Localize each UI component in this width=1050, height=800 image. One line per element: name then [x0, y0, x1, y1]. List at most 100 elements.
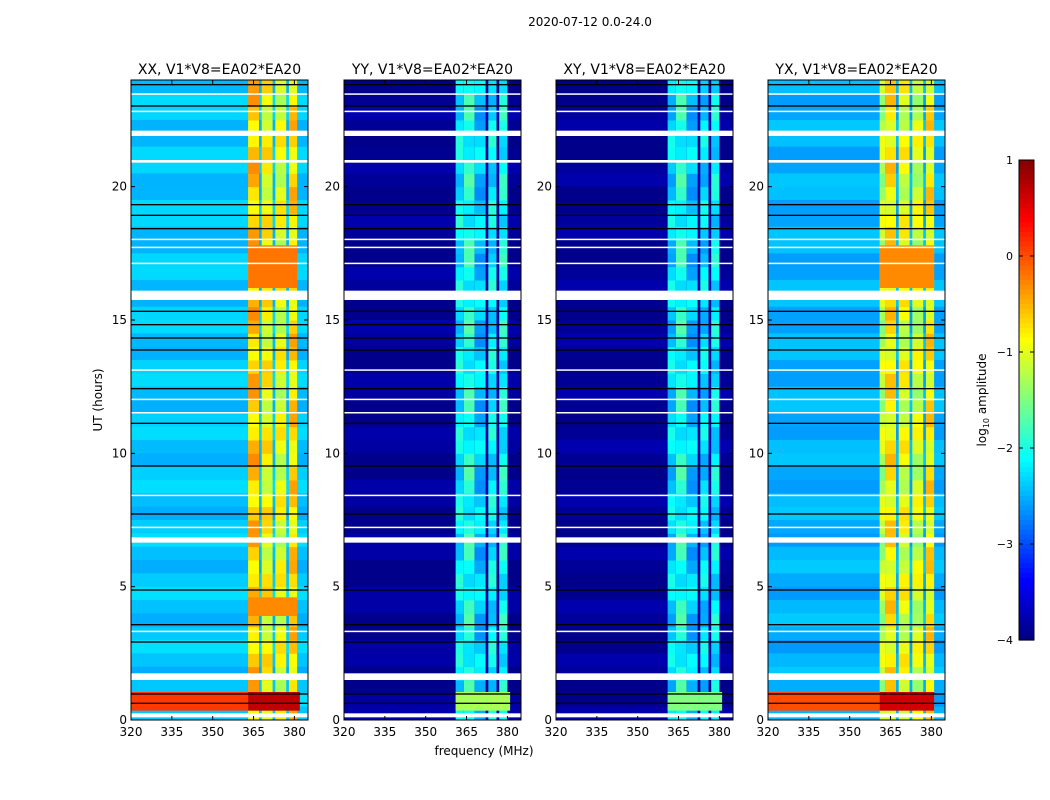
heatmap-band-cell	[248, 413, 259, 428]
heatmap-band-cell	[463, 573, 475, 588]
dropout-line	[344, 465, 521, 467]
colorbar-segment	[1019, 548, 1034, 555]
heatmap-band-cell	[925, 226, 935, 241]
heatmap-band-cell	[912, 586, 924, 601]
heatmap-band-cell	[488, 346, 497, 361]
heatmap-band-cell	[248, 400, 259, 414]
colorbar-segment	[1019, 577, 1034, 583]
heatmap-band-cell	[455, 133, 464, 148]
dropout-line	[131, 310, 308, 312]
heatmap-band-cell	[667, 560, 676, 574]
heatmap-band-cell	[455, 386, 464, 401]
flagged-row	[768, 412, 945, 414]
heatmap-band-cell	[474, 160, 486, 174]
heatmap-band-cell	[463, 93, 475, 108]
colorbar-segment	[1019, 424, 1034, 430]
heatmap-band-cell	[474, 173, 486, 188]
heatmap-band-cell	[879, 546, 886, 561]
dropout-line	[768, 105, 945, 107]
heatmap-band-cell	[686, 266, 698, 281]
dropout-line	[344, 214, 521, 216]
heatmap-band-cell	[898, 93, 910, 108]
heatmap-band-cell	[686, 120, 698, 134]
heatmap-band-cell	[275, 346, 287, 361]
heatmap-band-cell	[885, 600, 896, 614]
heatmap-band-cell	[261, 653, 273, 668]
heatmap-band-cell	[686, 426, 698, 441]
heatmap-band-cell	[248, 546, 259, 561]
heatmap-band-cell	[700, 493, 709, 508]
heatmap-band-cell	[455, 360, 464, 374]
dropout-line	[556, 513, 733, 515]
dropout-line	[768, 349, 945, 351]
heatmap-band-cell	[275, 333, 287, 348]
heatmap-band-cell	[700, 173, 709, 188]
heatmap-band-cell	[463, 560, 475, 574]
heatmap-band-cell	[686, 80, 698, 94]
heatmap-band-cell	[885, 133, 896, 148]
heatmap-band-cell	[248, 346, 259, 361]
flagged-row	[768, 93, 945, 95]
colorbar-segment	[1019, 222, 1034, 228]
colorbar-segment	[1019, 308, 1034, 315]
flagged-row	[556, 630, 733, 633]
heatmap-band-cell	[667, 173, 676, 188]
heatmap-band-cell	[711, 680, 720, 694]
heatmap-band-cell	[898, 600, 910, 614]
heatmap-band-cell	[667, 93, 676, 108]
heatmap-band-cell	[288, 653, 298, 668]
heatmap-band-cell	[463, 466, 475, 481]
heatmap-band-cell	[248, 560, 259, 574]
heatmap-band-cell	[898, 626, 910, 641]
x-tick-label: 380	[920, 725, 943, 739]
colorbar-segment	[1019, 337, 1034, 343]
colorbar-segment	[1019, 217, 1034, 223]
heatmap-band-cell	[711, 546, 720, 561]
heatmap-band-cell	[474, 320, 486, 334]
heatmap-bright-segment	[131, 692, 249, 711]
heatmap-band-cell	[455, 333, 464, 348]
heatmap-band-cell	[675, 360, 687, 374]
heatmap-band-cell	[474, 200, 486, 214]
heatmap-band-cell	[686, 360, 698, 374]
heatmap-band-cell	[474, 680, 486, 694]
heatmap-band-cell	[474, 266, 486, 281]
heatmap-band-cell	[885, 146, 896, 161]
dropout-line	[768, 422, 945, 424]
heatmap-band-cell	[288, 546, 298, 561]
heatmap-band-cell	[667, 253, 676, 268]
heatmap-band-cell	[700, 680, 709, 694]
colorbar-segment	[1019, 472, 1034, 478]
flagged-row	[768, 398, 945, 401]
y-tick-label: 10	[325, 446, 340, 460]
heatmap-band-cell	[463, 280, 475, 294]
heatmap-band-cell	[463, 186, 475, 201]
colorbar-segment	[1019, 304, 1034, 310]
heatmap-band-cell	[912, 200, 924, 214]
heatmap-band-cell	[488, 306, 497, 321]
dropout-line	[768, 310, 945, 312]
heatmap-band-cell	[700, 653, 709, 668]
heatmap-band-cell	[667, 306, 676, 321]
heatmap-band-cell	[463, 213, 475, 228]
panel-title: YY, V1*V8=EA02*EA20	[351, 62, 513, 78]
colorbar-label: log10 amplitude	[975, 354, 991, 447]
colorbar-segment	[1019, 332, 1034, 339]
heatmap-band-cell	[700, 253, 709, 268]
flagged-row	[768, 110, 945, 113]
x-tick-label: 365	[879, 725, 902, 739]
heatmap-band-cell	[474, 226, 486, 241]
flagged-row	[768, 537, 945, 543]
colorbar-segment	[1019, 371, 1034, 377]
dropout-line	[556, 589, 733, 591]
heatmap-band-cell	[463, 640, 475, 654]
heatmap-band-cell	[675, 213, 687, 228]
heatmap-band-cell	[925, 413, 935, 428]
heatmap-band-cell	[711, 586, 720, 601]
heatmap-band-cell	[885, 200, 896, 214]
heatmap-band-cell	[711, 600, 720, 614]
heatmap-band-cell	[455, 413, 464, 428]
heatmap-band-cell	[288, 613, 298, 628]
colorbar-segment	[1019, 280, 1034, 286]
heatmap-band-cell	[700, 146, 709, 161]
